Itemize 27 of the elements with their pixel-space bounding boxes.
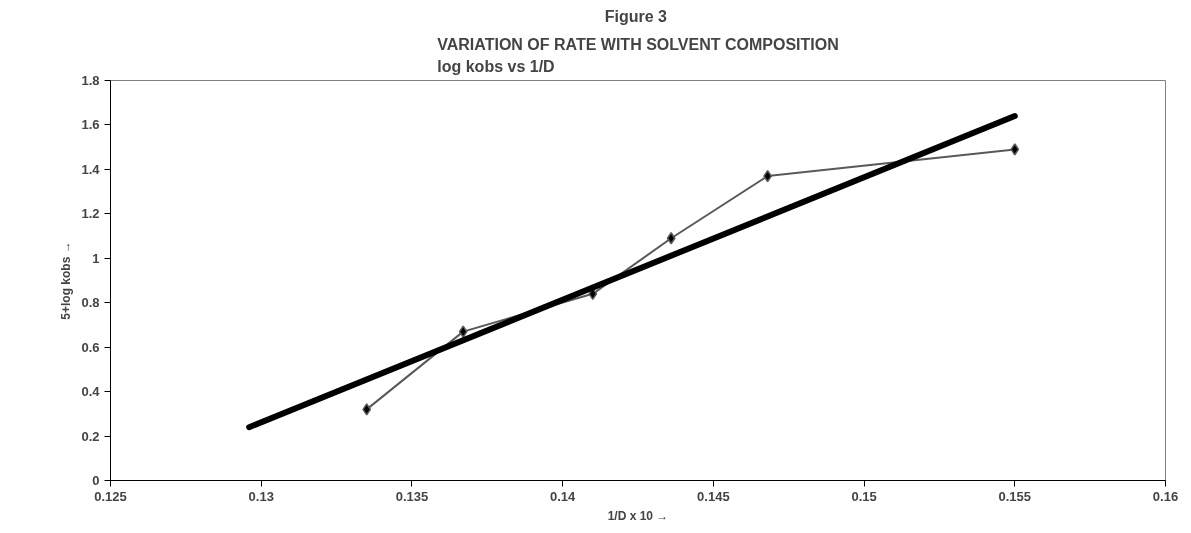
y-tick-label: 1.4 [81, 161, 101, 177]
x-tick-label: 0.125 [94, 488, 127, 504]
x-tick-label: 0.155 [998, 488, 1032, 504]
y-tick-label: 1.2 [81, 206, 100, 222]
point [458, 325, 468, 338]
y-tick-label: 1.8 [81, 73, 100, 88]
y-tick-label: 0.4 [81, 384, 101, 400]
point [1010, 143, 1020, 156]
point [763, 169, 773, 183]
y-tick-label: 1.6 [81, 117, 100, 133]
y-tick-label: 1 [92, 250, 100, 266]
x-tick-label: 0.16 [1152, 488, 1179, 504]
x-tick-label: 0.13 [248, 488, 274, 504]
chart-subtitle: VARIATION OF RATE WITH SOLVENT COMPOSITION log kobs vs 1/D [437, 36, 839, 76]
chart-title: Figure 3 [604, 7, 667, 25]
y-tick-label: 0.2 [81, 428, 100, 444]
point [666, 232, 676, 245]
point [362, 403, 372, 416]
y-tick-label: 0.6 [81, 339, 100, 355]
x-tick-label: 0.135 [395, 488, 429, 504]
y-tick-label: 0.8 [81, 295, 100, 311]
y-axis-title: 5+log kobs → [59, 241, 74, 320]
x-tick-label: 0.15 [851, 488, 877, 504]
x-tick-label: 0.14 [549, 488, 577, 504]
x-axis-title: 1/D x 10 → [607, 508, 669, 523]
y-tick-label: 0 [92, 473, 100, 488]
x-tick-label: 0.145 [697, 488, 730, 504]
